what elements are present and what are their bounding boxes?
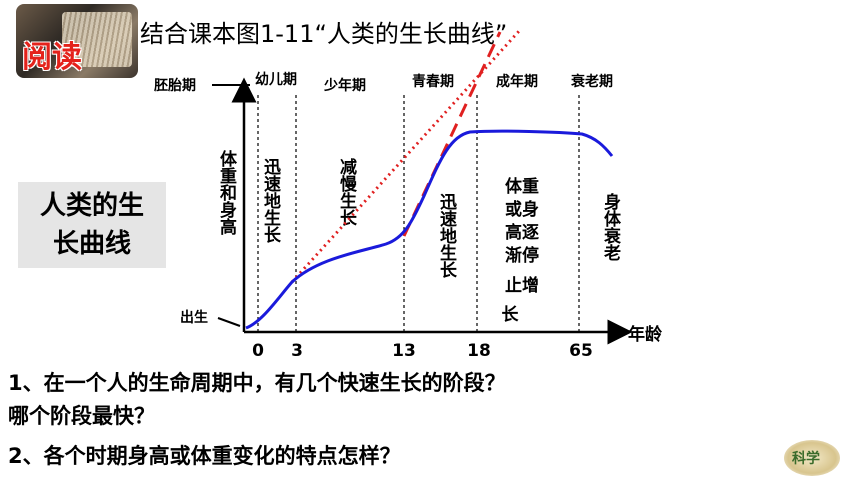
period-adolescence: 青春期 — [412, 73, 454, 90]
period-childhood: 少年期 — [323, 77, 366, 94]
note-childhood: 减慢生长 — [336, 157, 357, 227]
book-pages-image — [62, 12, 132, 67]
question-1-line2: 哪个阶段最快？ — [8, 404, 155, 428]
period-old-age: 衰老期 — [570, 73, 613, 90]
side-label-line1: 人类的生 — [39, 191, 144, 221]
dashed-trend-line — [402, 31, 502, 237]
birth-pointer — [217, 317, 241, 327]
x-axis-label: 年龄 — [628, 324, 663, 345]
question-1-line1: 1、在一个人的生命周期中，有几个快速生长的阶段？ — [8, 371, 506, 395]
age-tick-65: 65 — [569, 341, 593, 361]
side-label-line2: 长曲线 — [52, 229, 131, 259]
note-old-age: 身体衰老 — [600, 192, 622, 261]
note-adulthood-line2: 或身 — [505, 199, 539, 220]
y-axis-label: 体重和身高 — [216, 149, 237, 236]
period-embryo: 胚胎期 — [154, 77, 196, 94]
note-adulthood-line1: 体重 — [505, 176, 539, 197]
birth-label: 出生 — [180, 309, 208, 326]
question-2: 2、各个时期身高或体重变化的特点怎样？ — [8, 444, 401, 468]
science-logo: 科学 — [784, 440, 840, 476]
badge-text: 阅读 — [22, 40, 82, 75]
note-adulthood-line3: 高逐 — [505, 222, 539, 243]
note-adolescence: 迅速地生长 — [436, 193, 457, 279]
note-adulthood-line6: 长 — [502, 304, 520, 325]
note-adulthood-line4: 渐停 — [505, 245, 539, 266]
logo-text: 科学 — [792, 451, 820, 467]
period-infancy: 幼儿期 — [255, 71, 297, 88]
age-tick-13: 13 — [392, 341, 416, 361]
age-tick-18: 18 — [467, 341, 491, 361]
note-adulthood-line5: 止增 — [505, 275, 539, 296]
side-label-box: 人类的生 长曲线 — [18, 182, 166, 268]
period-adulthood: 成年期 — [496, 73, 538, 90]
page-title: 结合课本图1-11“人类的生长曲线” — [140, 20, 508, 48]
reading-badge: 阅读 — [16, 4, 138, 78]
dotted-trend-line — [290, 28, 522, 284]
growth-curve — [245, 129, 614, 330]
age-tick-3: 3 — [291, 341, 303, 361]
age-tick-0: 0 — [252, 341, 264, 361]
note-infancy: 迅速地生长 — [260, 158, 281, 244]
